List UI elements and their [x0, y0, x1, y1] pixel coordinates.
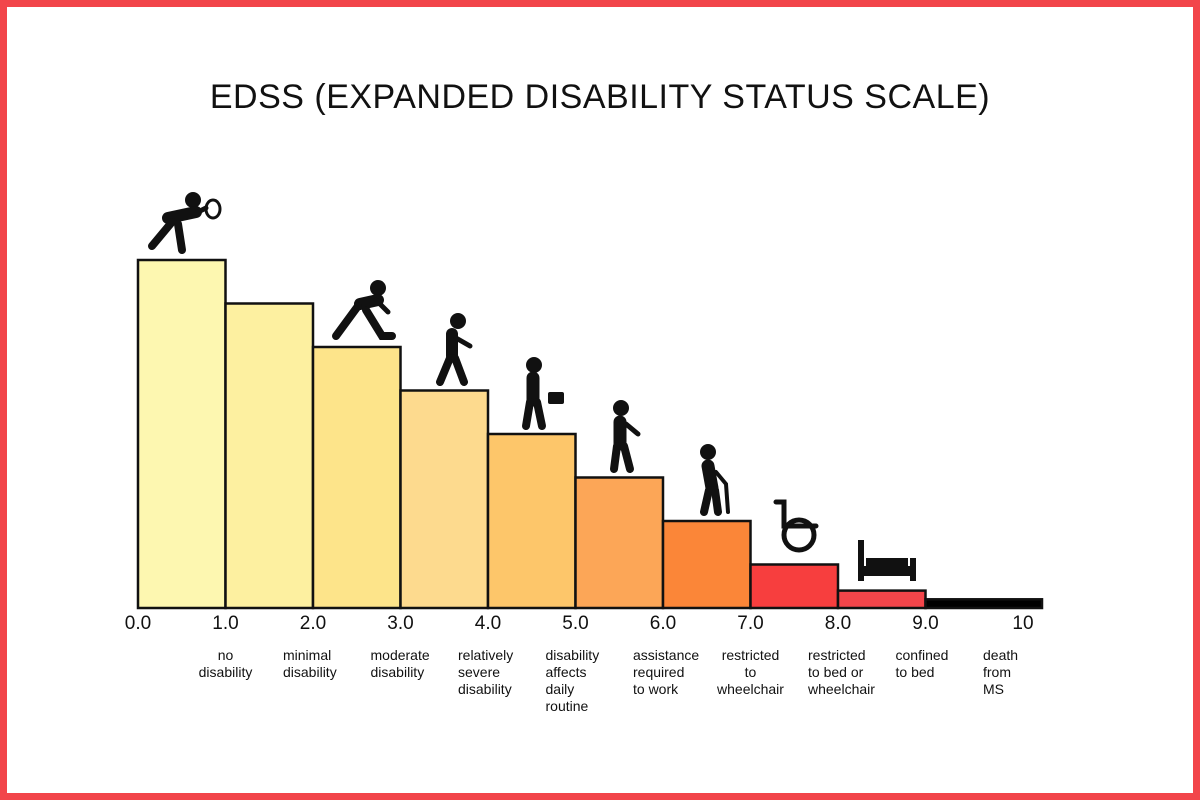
step-description: relatively severe disability [458, 647, 514, 697]
step-description: restricted to bed or wheelchair [808, 647, 875, 697]
tick-label: 2.0 [299, 613, 327, 634]
step-bar-0.0 [136, 258, 227, 610]
tick-label: 1.0 [212, 613, 239, 634]
step-bar-9.0 [924, 598, 1044, 610]
step-description: restricted to wheelchair [717, 647, 784, 697]
step-description: moderate disability [370, 647, 430, 680]
step-bar-1.0 [224, 302, 315, 610]
step-bar-6.0 [661, 519, 752, 610]
bed-icon [858, 540, 916, 581]
tick-label: 9.0 [912, 613, 939, 634]
tick-label: 4.0 [474, 613, 502, 634]
step-description: confined to bed [895, 647, 949, 680]
slow-walker-icon [610, 400, 641, 473]
tick-label: 3.0 [387, 613, 414, 634]
page-title: EDSS (EXPANDED DISABILITY STATUS SCALE) [209, 78, 991, 116]
step-bar-2.0 [311, 345, 402, 610]
step-description: assistance required to work [633, 647, 700, 697]
step-description: no disability [198, 647, 253, 680]
person-with-briefcase-icon [522, 357, 564, 430]
step-bar-8.0 [836, 589, 927, 610]
tennis-player-icon [148, 192, 222, 254]
walker-icon [436, 313, 473, 386]
tick-label: 0.0 [124, 613, 152, 634]
runner-icon [332, 280, 396, 340]
tick-label: 5.0 [562, 613, 589, 634]
wheelchair-icon [773, 499, 819, 553]
step-bar-4.0 [486, 432, 577, 610]
tick-label: 8.0 [824, 613, 852, 634]
step-description: death from MS [983, 647, 1019, 697]
step-description: minimal disability [283, 647, 337, 680]
step-description: disability affects daily routine [545, 647, 600, 714]
step-bar-7.0 [749, 563, 840, 610]
tick-label: 7.0 [737, 613, 764, 634]
person-with-cane-icon [700, 444, 730, 516]
tick-label: 6.0 [649, 613, 677, 634]
step-bar-3.0 [399, 389, 490, 610]
tick-label: 10 [1012, 613, 1034, 634]
step-bar-5.0 [574, 476, 665, 610]
